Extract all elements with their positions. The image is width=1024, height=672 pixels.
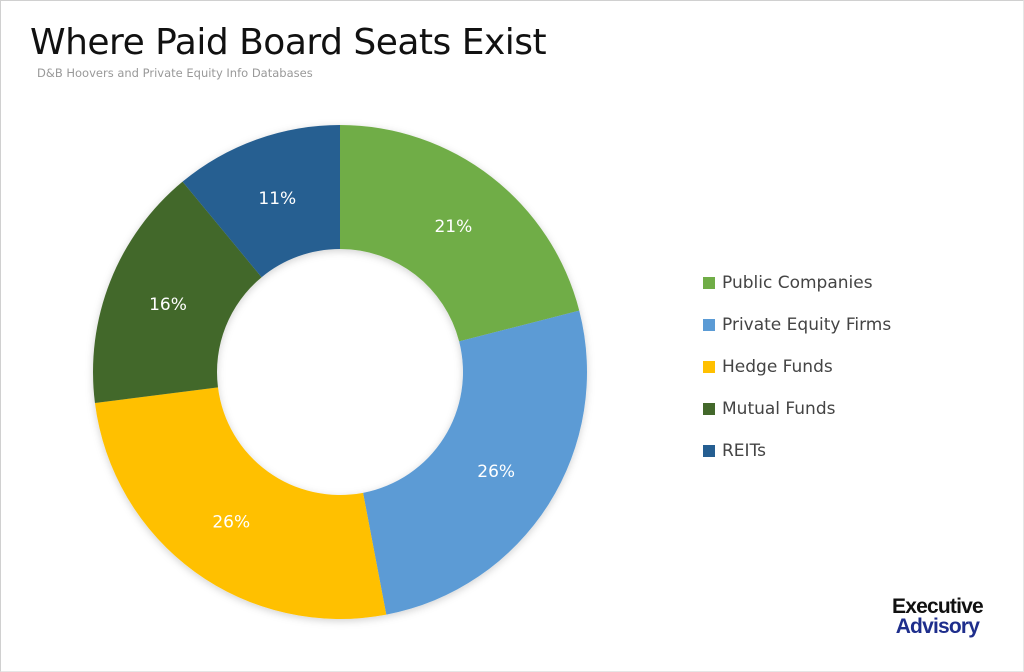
legend-label: REITs bbox=[722, 441, 766, 461]
logo-line-2: Advisory bbox=[895, 615, 980, 638]
executive-advisory-logo: Executive Advisory bbox=[892, 595, 984, 638]
chart-title: Where Paid Board Seats Exist bbox=[30, 22, 547, 63]
legend-label: Hedge Funds bbox=[722, 357, 833, 377]
chart-subtitle: D&B Hoovers and Private Equity Info Data… bbox=[37, 66, 313, 80]
slice-value-label: 16% bbox=[149, 295, 187, 315]
chart-legend: Public Companies Private Equity Firms He… bbox=[703, 262, 891, 472]
donut-slice-reits bbox=[182, 125, 340, 278]
donut-slice-mutual-funds bbox=[93, 181, 262, 403]
legend-item-hedge-funds: Hedge Funds bbox=[703, 346, 891, 388]
slice-value-label: 26% bbox=[212, 513, 250, 533]
legend-swatch bbox=[703, 445, 715, 457]
slice-value-label: 21% bbox=[434, 217, 472, 237]
legend-item-private-equity-firms: Private Equity Firms bbox=[703, 304, 891, 346]
legend-swatch bbox=[703, 277, 715, 289]
donut-slice-hedge-funds bbox=[94, 387, 387, 619]
legend-label: Public Companies bbox=[722, 273, 873, 293]
slice-value-label: 26% bbox=[477, 462, 515, 482]
slice-value-label: 11% bbox=[258, 189, 296, 209]
legend-swatch bbox=[703, 403, 715, 415]
logo-line-1: Executive bbox=[892, 595, 984, 618]
legend-item-public-companies: Public Companies bbox=[703, 262, 891, 304]
legend-swatch bbox=[703, 319, 715, 331]
legend-swatch bbox=[703, 361, 715, 373]
legend-item-mutual-funds: Mutual Funds bbox=[703, 388, 891, 430]
legend-label: Private Equity Firms bbox=[722, 315, 892, 335]
legend-item-reits: REITs bbox=[703, 430, 891, 472]
donut-slice-private-equity-firms bbox=[363, 310, 588, 615]
legend-label: Mutual Funds bbox=[722, 399, 836, 419]
donut-slice-public-companies bbox=[340, 125, 580, 342]
